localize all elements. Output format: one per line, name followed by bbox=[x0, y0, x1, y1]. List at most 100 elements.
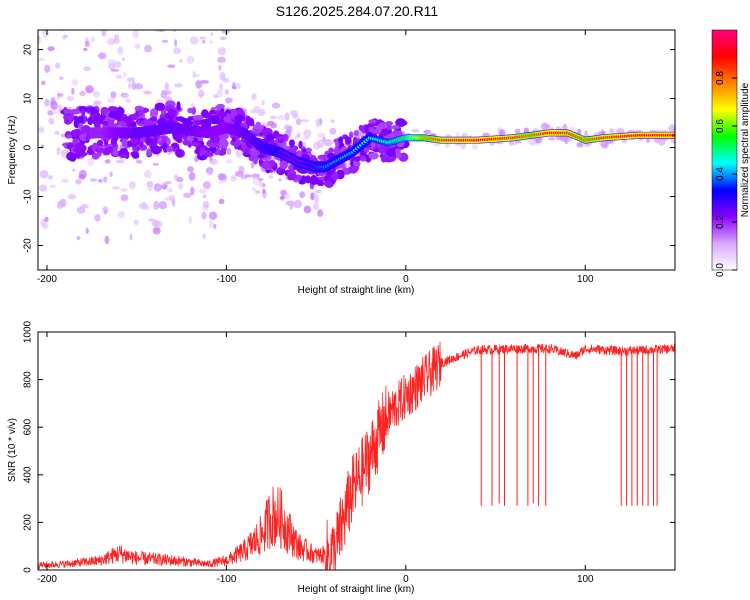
spectrogram-cell bbox=[81, 108, 86, 117]
spectrogram-noise-cell bbox=[646, 139, 650, 143]
spectrogram-noise-cell bbox=[213, 94, 218, 98]
spectrogram-cell bbox=[261, 161, 271, 169]
spectrogram-cell bbox=[175, 148, 182, 157]
spectrogram-noise-cell bbox=[329, 127, 337, 135]
colorbar-label: Normalized spectral amplitude bbox=[740, 82, 750, 217]
snr-y-tick-label: 200 bbox=[23, 514, 34, 531]
spectrogram-noise-cell bbox=[259, 180, 263, 188]
spectrogram-cell bbox=[85, 134, 91, 141]
spectrogram-cell bbox=[218, 138, 229, 149]
spectrogram-noise-cell bbox=[545, 124, 551, 129]
spectrogram-noise-cell bbox=[189, 36, 199, 45]
spectrogram-noise-cell bbox=[104, 159, 111, 164]
spectrogram-x-label: Height of straight line (km) bbox=[298, 285, 415, 296]
spectrogram-noise-cell bbox=[210, 32, 214, 37]
spectrogram-cell bbox=[354, 156, 361, 162]
spectrogram-x-tick-label: 0 bbox=[403, 274, 409, 285]
spectrogram-noise-cell bbox=[293, 199, 302, 209]
spectrogram-noise-cell bbox=[107, 59, 117, 65]
snr-x-tick-label: 100 bbox=[577, 574, 594, 585]
spectrogram-y-ticks: -20 -10 0 10 20 bbox=[23, 44, 675, 253]
spectrogram-cell bbox=[153, 135, 158, 144]
spectrogram-noise-cell bbox=[131, 81, 137, 91]
snr-x-ticks: -200 -100 0 100 bbox=[37, 332, 594, 585]
spectrogram-noise-cell bbox=[75, 179, 82, 185]
spectrogram-noise-cell bbox=[283, 124, 290, 130]
spectrogram-cell bbox=[223, 115, 231, 123]
spectrogram-cell bbox=[249, 118, 255, 126]
spectrogram-noise-cell bbox=[218, 198, 225, 205]
spectrogram-y-tick-label: -10 bbox=[23, 189, 34, 204]
spectrogram-cell bbox=[204, 152, 214, 157]
spectrogram-noise-cell bbox=[128, 82, 132, 90]
spectrogram-noise-cell bbox=[38, 184, 48, 192]
spectrogram-noise-cell bbox=[44, 64, 51, 74]
snr-frame bbox=[37, 331, 676, 571]
spectrogram-noise-cell bbox=[62, 34, 69, 39]
spectrogram-noise-cell bbox=[190, 186, 195, 196]
spectrogram-noise-cell bbox=[609, 128, 614, 134]
spectrogram-noise-cell bbox=[38, 35, 41, 44]
spectrogram-noise-cell bbox=[279, 196, 287, 199]
colorbar-tick-label: 0.4 bbox=[715, 167, 726, 181]
spectrogram-noise-cell bbox=[120, 194, 129, 202]
spectrogram-noise-cell bbox=[83, 66, 91, 71]
spectrogram-cell bbox=[116, 107, 125, 116]
spectrogram-noise-cell bbox=[262, 183, 266, 188]
spectrogram-noise-cell bbox=[217, 56, 226, 63]
spectrogram-ridge-core bbox=[671, 133, 675, 137]
spectrogram-noise-cell bbox=[250, 161, 255, 169]
spectrogram-noise-cell bbox=[134, 44, 141, 49]
spectrogram-noise-cell bbox=[153, 183, 162, 192]
snr-y-tick-label: 800 bbox=[23, 371, 34, 388]
snr-x-tick-label: 0 bbox=[403, 574, 409, 585]
spectrogram-noise-cell bbox=[198, 89, 205, 99]
spectrogram-noise-cell bbox=[98, 52, 107, 60]
spectrogram-noise-cell bbox=[584, 130, 588, 136]
spectrogram-cell bbox=[332, 171, 339, 181]
spectrogram-cell bbox=[187, 107, 194, 114]
spectrogram-cell bbox=[395, 148, 401, 155]
spectrogram-noise-cell bbox=[257, 177, 264, 182]
spectrogram-noise-cell bbox=[172, 30, 177, 33]
spectrogram-noise-cell bbox=[121, 93, 130, 99]
spectrogram-noise-cell bbox=[66, 95, 74, 102]
snr-x-label: Height of straight line (km) bbox=[298, 584, 415, 595]
spectrogram-noise-cell bbox=[158, 201, 168, 210]
spectrogram-noise-cell bbox=[251, 93, 257, 101]
spectrogram-cell bbox=[217, 111, 228, 118]
spectrogram-noise-cell bbox=[143, 170, 152, 179]
spectrogram-cell bbox=[63, 108, 73, 114]
spectrogram-noise-cell bbox=[299, 191, 306, 199]
spectrogram-noise-cell bbox=[125, 98, 132, 103]
colorbar-tick-label: 0.2 bbox=[715, 215, 726, 229]
spectrogram-noise-cell bbox=[129, 181, 136, 190]
spectrogram-cell bbox=[371, 128, 380, 134]
spectrogram-cell bbox=[182, 139, 191, 146]
spectrogram-cell bbox=[150, 145, 162, 155]
spectrogram-noise-cell bbox=[102, 206, 109, 214]
spectrogram-cell bbox=[241, 142, 247, 150]
spectrogram-noise-cell bbox=[93, 100, 102, 105]
spectrogram-noise-cell bbox=[164, 82, 169, 91]
spectrogram-noise-cell bbox=[269, 115, 277, 120]
spectrogram-noise-cell bbox=[471, 144, 478, 150]
spectrogram-y-label: Frequency (Hz) bbox=[7, 116, 18, 185]
spectrogram-noise-cell bbox=[234, 170, 244, 177]
spectrogram-noise-cell bbox=[213, 223, 217, 229]
spectrogram-noise-cell bbox=[174, 174, 179, 181]
spectrogram-noise-cell bbox=[79, 90, 86, 97]
spectrogram-noise-cell bbox=[164, 196, 171, 202]
spectrogram-cell bbox=[69, 108, 81, 115]
spectrogram-cell bbox=[296, 150, 303, 158]
spectrogram-noise-cell bbox=[133, 219, 139, 226]
spectrogram-cell bbox=[87, 148, 93, 155]
spectrogram-noise-cell bbox=[117, 46, 124, 55]
snr-y-tick-label: 400 bbox=[23, 466, 34, 483]
spectrogram-x-tick-label: -100 bbox=[216, 274, 236, 285]
spectrogram-noise-cell bbox=[209, 211, 218, 220]
spectrogram-noise-cell bbox=[110, 91, 117, 99]
spectrogram-noise-cell bbox=[271, 102, 281, 109]
spectrogram-cell bbox=[277, 168, 282, 173]
spectrogram-cell bbox=[352, 136, 358, 144]
